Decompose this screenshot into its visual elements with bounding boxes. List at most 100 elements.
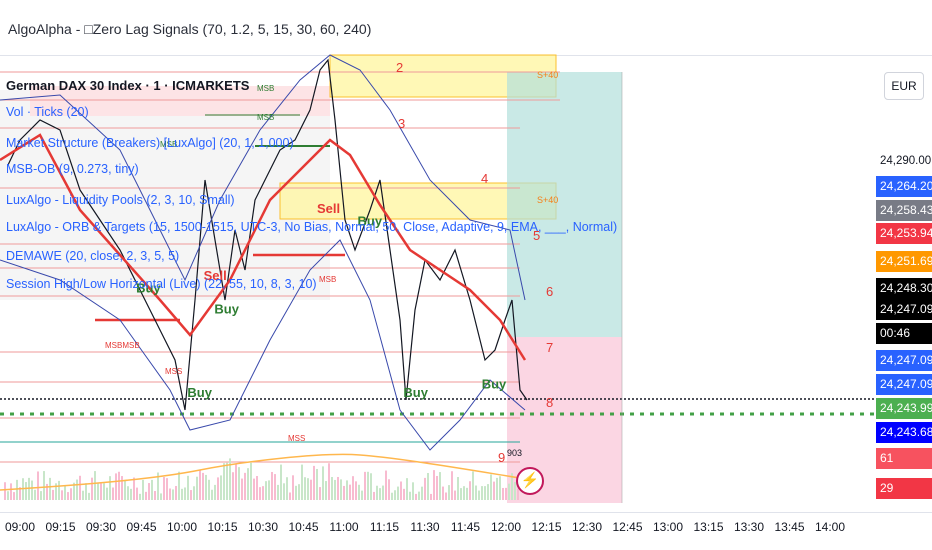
volume-bar [319,487,321,500]
indicator-legend-msb-ob[interactable]: MSB-OB (9, 0.273, tiny) [6,162,139,176]
volume-bar [130,488,132,500]
price-line [7,58,528,411]
time-tick-label: 13:45 [774,520,805,534]
volume-bar [496,477,498,500]
price-label-badge: 24,251.69 [876,251,932,272]
volume-bar [409,491,411,500]
volume-bar [232,472,234,500]
zone-label: S+40 [537,70,558,80]
sell-signal-label: Sell [317,201,340,216]
target-number-label: 2 [396,60,403,75]
indicator-legend-volume[interactable]: Vol · Ticks (20) [6,105,89,119]
target-number-label: 3 [398,116,405,131]
volume-bar [412,482,414,500]
volume-bar [151,479,153,500]
time-tick-label: 12:45 [612,520,643,534]
lower-band-line [0,239,526,451]
volume-bar [388,479,390,500]
target-number-label: 6 [546,284,553,299]
volume-bar [223,463,225,500]
volume-bar [346,480,348,500]
time-tick-label: 12:15 [531,520,562,534]
volume-bar [211,489,213,500]
volume-bar [247,468,249,500]
volume-bar [103,483,105,500]
volume-bar [106,487,108,500]
volume-bar [505,487,507,500]
volume-bar [379,488,381,500]
indicator-title[interactable]: AlgoAlpha - □Zero Lag Signals (70, 1.2, … [8,21,372,37]
volume-bar [127,486,129,500]
volume-bar [70,488,72,500]
volume-bar [97,483,99,500]
time-tick-label: 14:00 [814,520,846,534]
volume-bar [256,476,258,500]
time-axis[interactable]: 09:00 09:15 09:30 09:45 10:00 10:15 10:30 10:45… [0,512,932,550]
volume-bar [490,474,492,500]
volume-bar [358,484,360,500]
time-tick-label: 11:00 [329,520,359,534]
lightning-icon[interactable]: ⚡ [516,467,544,495]
price-label-badge: 24,247.09 [876,374,932,395]
volume-bar [55,483,57,500]
volume-bar [46,483,48,500]
volume-bar [511,473,513,500]
volume-bar [121,476,123,500]
volume-bar [334,479,336,500]
volume-bar [13,492,15,500]
volume-bar [337,476,339,500]
price-tick: 24,290.00 [880,155,932,167]
volume-bar [10,483,12,500]
target-number-label: 4 [481,171,488,186]
volume-bar [175,485,177,500]
volume-bar [421,486,423,500]
volume-bar [79,475,81,500]
volume-count-label: 903 [507,448,522,458]
volume-bar [142,479,144,500]
price-label-badge: 24,243.99 [876,398,932,419]
sell-signal-label: Sell [204,268,227,283]
currency-button[interactable]: EUR [884,72,924,100]
indicator-legend-liquidity-pools[interactable]: LuxAlgo - Liquidity Pools (2, 3, 10, Sma… [6,193,235,207]
volume-bar [418,491,420,500]
volume-bar [19,487,21,500]
volume-bar [157,472,159,500]
time-tick-label: 12:00 [490,520,522,534]
volume-bar [442,486,444,500]
volume-bar [112,487,114,500]
volume-bar [367,471,369,500]
volume-bar [487,484,489,500]
time-tick-label: 09:15 [45,520,76,534]
volume-bar [397,486,399,500]
take-profit-zone [507,72,622,337]
buy-signal-label: Buy [358,214,383,229]
volume-bar [100,483,102,500]
volume-bar [244,472,246,500]
volume-bar [460,488,462,500]
volume-bar [67,492,69,500]
indicator-legend-demawe[interactable]: DEMAWE (20, close, 2, 3, 5, 5) [6,249,180,263]
volume-bar [439,472,441,500]
volume-bar [475,485,477,500]
volume-bar [28,477,30,500]
volume-bar [382,485,384,500]
volume-bar [415,493,417,500]
volume-bar [262,486,264,500]
indicator-legend-market-structure[interactable]: Market Structure (Breakers) [LuxAlgo] (2… [6,136,294,150]
buy-signal-label: Buy [187,385,212,400]
volume-bar [340,479,342,500]
volume-bar [283,483,285,500]
volume-bar [34,489,36,500]
indicator-legend-orb-targets[interactable]: LuxAlgo - ORB & Targets (15, 1500-1515, … [6,220,618,234]
supply-zone [30,86,330,116]
indicator-legend-session-high-low[interactable]: Session High/Low Horizontal (Live) (22, … [6,277,317,291]
volume-bar [166,478,168,500]
price-label-badge: 24,247.09 [876,299,932,320]
volume-bar [82,490,84,500]
volume-bar [517,488,519,500]
volume-bar [241,478,243,500]
volume-bar [424,477,426,500]
symbol-legend[interactable]: German DAX 30 Index · 1 · ICMARKETS [6,78,250,93]
volume-bar [313,465,315,500]
